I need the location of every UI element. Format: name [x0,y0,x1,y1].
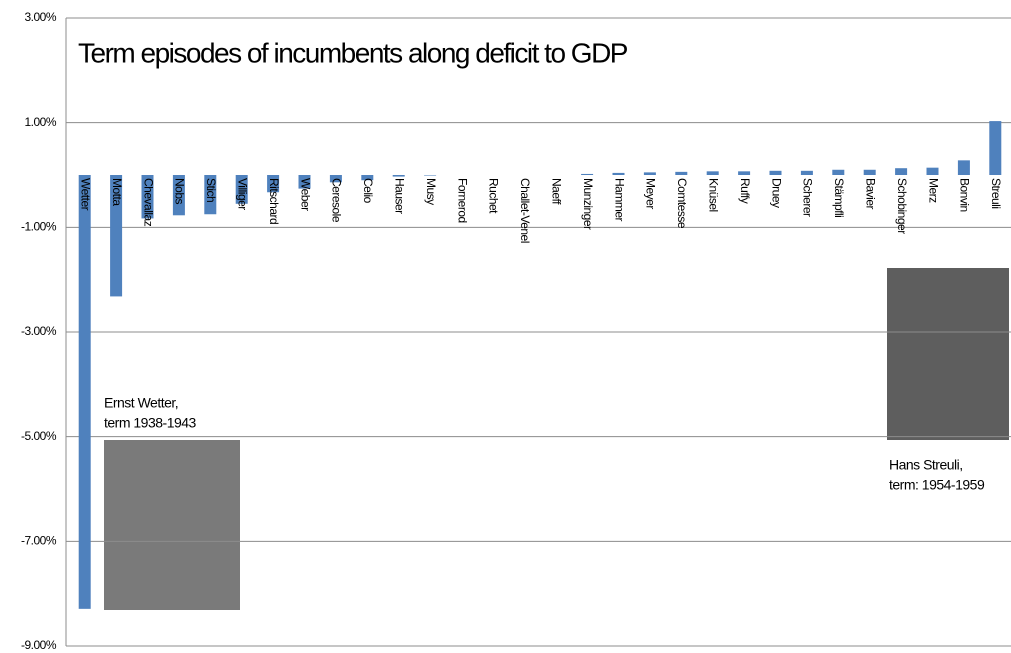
bar [895,168,908,175]
bar [172,175,185,216]
x-tick-label: Schobinger [895,178,909,234]
x-tick-label: Streuli [989,178,1003,209]
x-tick-label: Bonvin [958,178,972,212]
x-tick-label: Naeff [550,178,564,205]
x-tick-label: Nobs [173,178,187,205]
x-tick-label: Munzinger [581,178,595,230]
bar [235,175,248,204]
bar [738,171,751,175]
bar [989,121,1002,175]
y-tick-label: -7.00% [21,534,57,548]
x-tick-label: Motta [110,178,124,206]
x-tick-label: Stämpfli [832,178,846,217]
bar [361,175,374,181]
x-tick-label: Scherer [801,178,815,217]
bar [329,175,342,183]
x-tick-label: Wetter [79,178,93,211]
x-tick-label: Musy [424,178,438,205]
x-tick-label: Merz [926,178,940,203]
y-tick-label: -3.00% [21,324,57,338]
x-tick-label: Hauser [393,178,407,214]
x-tick-label: Villiger [236,178,250,210]
x-tick-label: Stich [204,178,218,202]
annotation: Ernst Wetter, [104,395,178,411]
bar [78,175,91,609]
bar [706,171,719,175]
x-tick-label: Bavier [864,178,878,210]
bar [769,170,782,175]
x-tick-label: Fornerod [455,178,469,223]
bar [800,170,813,175]
annotation: term 1938-1943 [104,415,197,431]
bar [926,167,939,175]
bar [863,169,876,175]
bar [110,175,123,297]
bar [298,175,311,189]
bar [581,173,594,175]
x-tick-label: Ceresole [330,178,344,223]
bar [612,172,625,175]
x-tick-label: Hammer [612,178,626,222]
bar [267,175,280,193]
bar [643,172,656,175]
y-tick-label: 3.00% [24,10,56,24]
x-tick-label: Celio [361,178,375,204]
x-tick-label: Ruchet [487,178,501,214]
x-tick-label: Challet-Venel [518,178,532,243]
y-tick-label: -1.00% [21,220,57,234]
bar [832,169,845,175]
x-tick-label: Ritschard [267,178,281,224]
portrait-streuli [887,268,1009,440]
bar [424,175,437,176]
y-tick-label: -5.00% [21,429,57,443]
y-tick-label: -9.00% [21,638,57,652]
x-tick-label: Weber [298,178,312,211]
y-tick-label: 1.00% [24,115,56,129]
portrait-wetter [104,440,240,610]
x-tick-label: Knüsel [707,178,721,212]
bar [204,175,217,215]
x-tick-label: Ruffy [738,178,752,204]
x-tick-label: Druey [769,178,783,208]
bar [957,160,970,175]
x-tick-label: Meyer [644,178,658,209]
annotation: term: 1954-1959 [889,477,985,493]
annotation: Hans Streuli, [889,457,963,473]
bar [141,175,154,219]
x-tick-label: Comtesse [675,178,689,229]
chart-title: Term episodes of incumbents along defici… [78,37,628,68]
x-tick-label: Chevallaz [141,178,155,227]
bar [675,171,688,175]
bar [392,175,405,177]
